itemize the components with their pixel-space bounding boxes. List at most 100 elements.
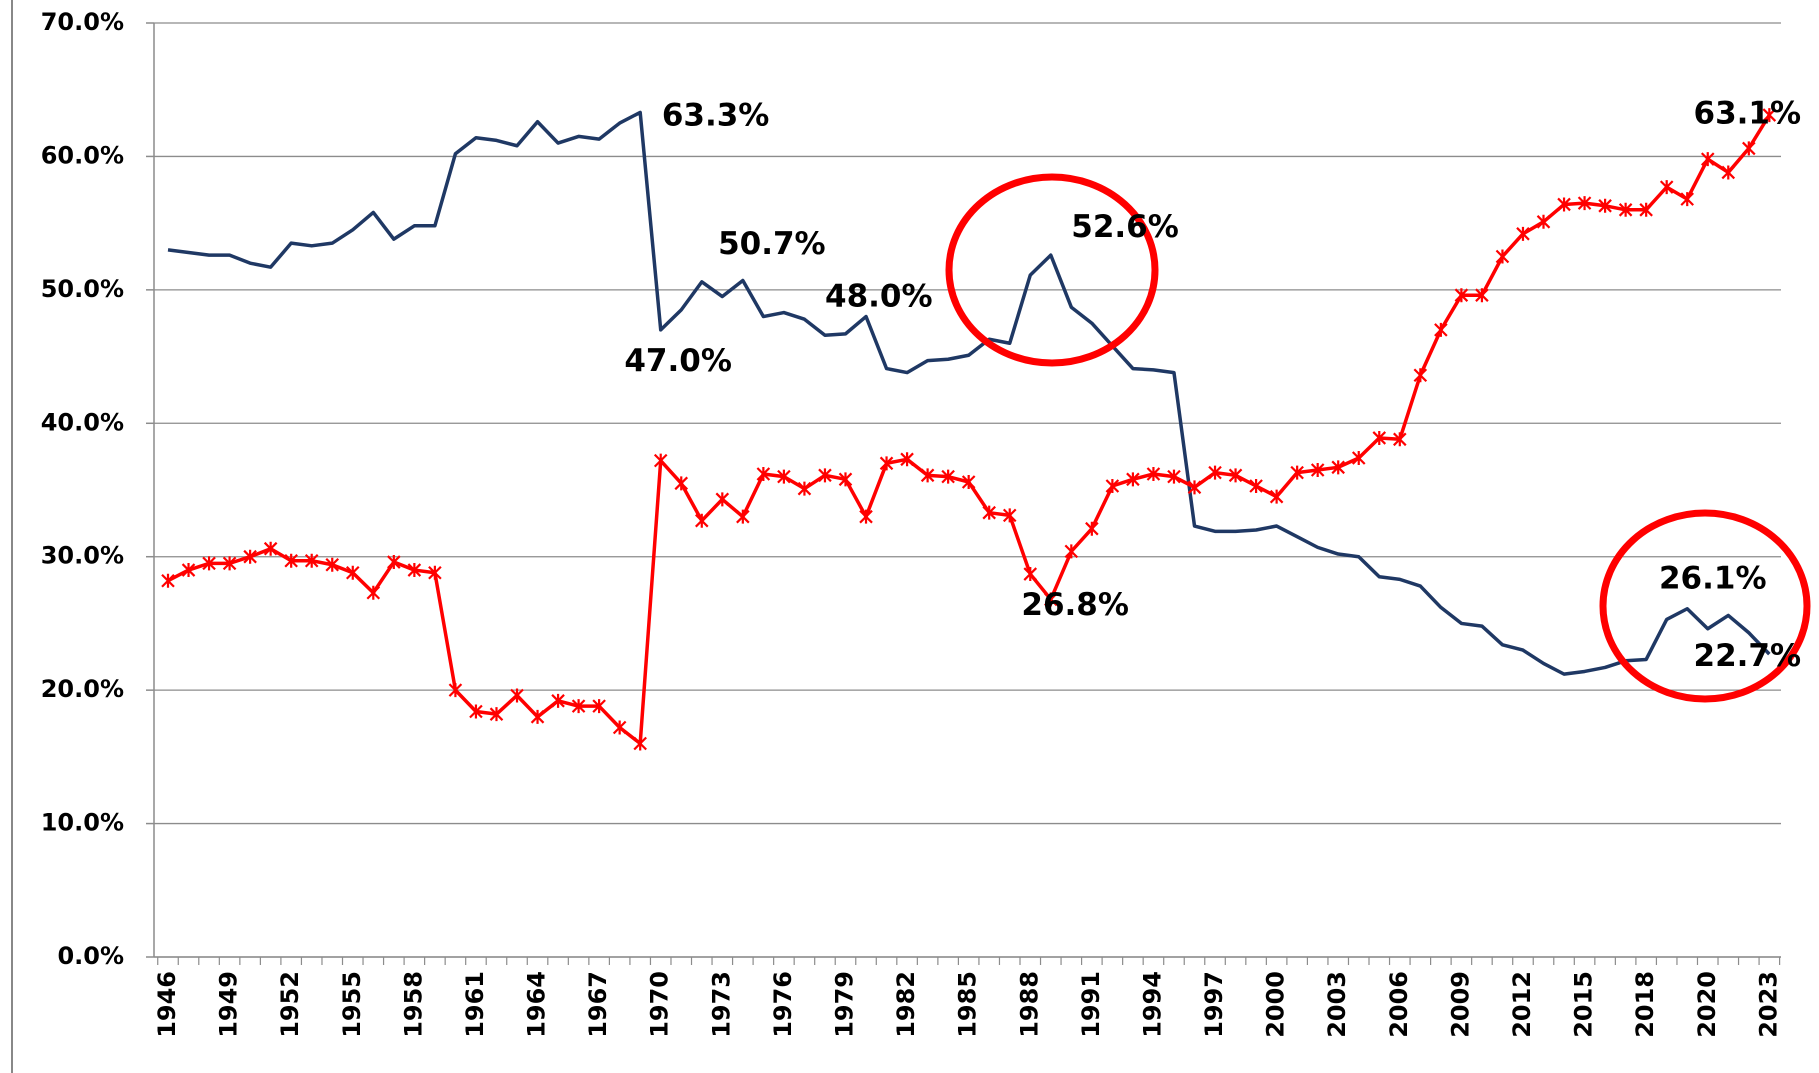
data-marker — [448, 683, 463, 698]
data-marker — [325, 557, 340, 572]
data-marker — [1228, 468, 1243, 483]
data-marker — [1351, 450, 1366, 465]
data-marker — [1659, 180, 1674, 195]
data-marker — [715, 492, 730, 507]
data-marker — [530, 709, 545, 724]
data-marker — [345, 565, 360, 580]
data-marker — [161, 573, 175, 588]
x-tick-label: 1961 — [461, 971, 489, 1038]
data-marker — [510, 688, 524, 703]
data-marker — [1700, 152, 1715, 167]
data-label: 26.1% — [1659, 560, 1767, 596]
y-tick-label: 20.0% — [41, 675, 124, 703]
data-marker — [982, 505, 996, 520]
y-tick-label: 60.0% — [41, 141, 124, 169]
data-marker — [736, 509, 750, 524]
data-marker — [859, 509, 873, 524]
data-marker — [879, 456, 894, 471]
series-line — [167, 110, 1771, 676]
data-marker — [571, 699, 586, 714]
x-tick-label: 1997 — [1200, 971, 1228, 1038]
data-marker — [1454, 288, 1469, 303]
data-marker — [1290, 465, 1304, 480]
data-marker — [304, 553, 319, 568]
y-tick-label: 50.0% — [41, 275, 124, 303]
data-marker — [1557, 197, 1571, 212]
data-marker — [1331, 460, 1345, 475]
data-marker — [1187, 480, 1202, 495]
x-tick-label: 2000 — [1262, 971, 1290, 1038]
data-marker — [1495, 249, 1510, 264]
data-label: 50.7% — [718, 226, 826, 262]
data-marker — [1167, 469, 1181, 484]
y-tick-label: 30.0% — [41, 542, 124, 570]
data-marker — [469, 704, 483, 719]
data-marker — [920, 468, 935, 483]
x-tick-label: 1994 — [1138, 971, 1166, 1038]
data-marker — [1208, 465, 1222, 480]
x-tick-label: 2003 — [1323, 971, 1351, 1038]
highlight-circle — [945, 173, 1159, 367]
data-marker — [222, 556, 237, 571]
x-tick-label: 1991 — [1077, 971, 1105, 1038]
data-marker — [1085, 521, 1099, 536]
data-marker — [818, 468, 832, 483]
data-marker — [1249, 478, 1263, 493]
data-label: 26.8% — [1021, 587, 1129, 623]
x-tick-label: 2006 — [1385, 971, 1413, 1038]
data-marker — [1023, 567, 1038, 582]
y-tick-label: 70.0% — [41, 8, 124, 36]
data-marker — [674, 476, 689, 491]
data-marker — [1064, 544, 1079, 559]
x-tick-label: 1946 — [153, 971, 181, 1038]
data-marker — [900, 452, 914, 467]
data-marker — [1393, 432, 1407, 447]
y-tick-label: 40.0% — [41, 408, 124, 436]
data-marker — [428, 565, 442, 580]
data-marker — [1762, 108, 1777, 123]
y-tick-label: 10.0% — [41, 809, 124, 837]
data-marker — [777, 469, 791, 484]
data-marker — [1721, 165, 1736, 180]
data-marker — [1618, 202, 1633, 217]
data-marker — [284, 553, 298, 568]
x-tick-label: 1949 — [215, 971, 243, 1038]
x-tick-label: 1985 — [954, 971, 982, 1038]
x-tick-label: 2012 — [1508, 971, 1536, 1038]
x-tick-label: 1952 — [276, 971, 304, 1038]
data-marker — [695, 513, 709, 528]
data-marker — [489, 707, 504, 722]
data-marker — [941, 469, 955, 484]
data-marker — [1002, 508, 1017, 523]
data-label: 52.6% — [1071, 209, 1179, 245]
highlight-circle — [1599, 509, 1811, 703]
data-marker — [407, 563, 422, 578]
data-marker — [1044, 592, 1058, 607]
x-tick-label: 1955 — [338, 971, 366, 1038]
data-marker — [1372, 430, 1387, 445]
data-marker — [1475, 288, 1489, 303]
data-label: 22.7% — [1694, 638, 1802, 674]
data-marker — [1310, 462, 1325, 477]
data-marker — [1516, 226, 1530, 241]
data-label: 48.0% — [825, 278, 933, 314]
plot-area: 0.0% 10.0% 20.0% 30.0% 40.0% 50.0% 60.0% 70.0% 1… — [41, 8, 1783, 1038]
x-tick-label: 1982 — [892, 971, 920, 1038]
x-tick-label: 2015 — [1570, 971, 1598, 1038]
data-marker — [1742, 141, 1756, 156]
data-marker — [756, 466, 771, 481]
x-tick-label: 1964 — [523, 971, 551, 1038]
y-tick-label: 0.0% — [57, 942, 124, 970]
data-marker — [181, 563, 196, 578]
data-marker — [961, 474, 976, 489]
data-marker — [612, 720, 627, 735]
data-marker — [797, 481, 812, 496]
data-label: 63.3% — [662, 98, 770, 134]
data-marker — [202, 556, 216, 571]
data-marker — [633, 736, 647, 751]
data-marker — [551, 693, 565, 708]
x-tick-label: 1970 — [646, 971, 674, 1038]
data-marker — [1536, 214, 1551, 229]
x-tick-label: 2009 — [1446, 971, 1474, 1038]
